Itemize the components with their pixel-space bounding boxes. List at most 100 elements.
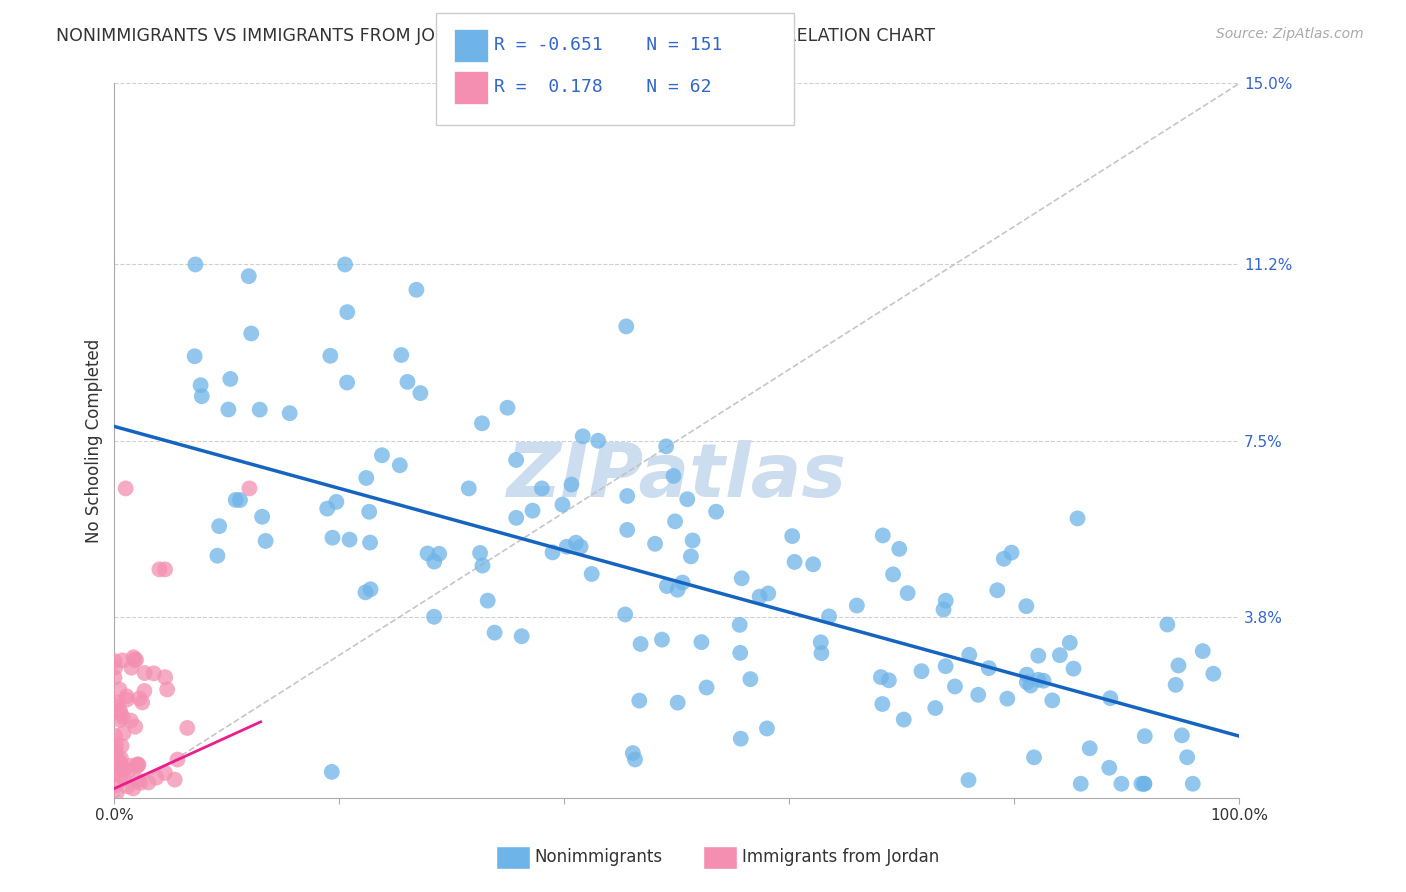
Point bbox=[184, 257, 207, 271]
Point bbox=[1066, 511, 1088, 525]
Point bbox=[129, 776, 152, 790]
Point bbox=[131, 695, 153, 709]
Point bbox=[359, 535, 381, 549]
Point bbox=[396, 375, 419, 389]
Point bbox=[1022, 750, 1045, 764]
Point bbox=[541, 545, 564, 559]
Point bbox=[1026, 648, 1049, 663]
Point bbox=[664, 514, 686, 528]
Point bbox=[127, 757, 149, 772]
Point bbox=[1130, 777, 1153, 791]
Point bbox=[1175, 750, 1198, 764]
Point bbox=[882, 567, 904, 582]
Point bbox=[238, 269, 260, 284]
Point bbox=[371, 448, 394, 462]
Point bbox=[662, 469, 685, 483]
Point bbox=[1133, 777, 1156, 791]
Point bbox=[671, 575, 693, 590]
Point bbox=[360, 582, 382, 597]
Point bbox=[207, 549, 229, 563]
Point bbox=[153, 562, 176, 576]
Point bbox=[748, 590, 770, 604]
Point bbox=[104, 758, 127, 772]
Point bbox=[818, 609, 841, 624]
Point bbox=[728, 617, 751, 632]
Point bbox=[1028, 673, 1050, 687]
Point bbox=[112, 762, 135, 776]
Point bbox=[118, 764, 141, 778]
Point bbox=[551, 498, 574, 512]
Point bbox=[325, 495, 347, 509]
Point bbox=[238, 482, 260, 496]
Point bbox=[993, 551, 1015, 566]
Point bbox=[986, 583, 1008, 598]
Point bbox=[153, 670, 176, 684]
Point bbox=[783, 555, 806, 569]
Point bbox=[666, 582, 689, 597]
Point bbox=[1191, 644, 1213, 658]
Point bbox=[872, 697, 894, 711]
Point bbox=[254, 533, 277, 548]
Point bbox=[943, 680, 966, 694]
Text: Immigrants from Jordan: Immigrants from Jordan bbox=[742, 848, 939, 866]
Point bbox=[1040, 693, 1063, 707]
Point bbox=[1202, 666, 1225, 681]
Point bbox=[127, 773, 149, 788]
Point bbox=[935, 659, 957, 673]
Point bbox=[1133, 777, 1156, 791]
Point bbox=[1181, 777, 1204, 791]
Point bbox=[740, 672, 762, 686]
Point bbox=[142, 666, 165, 681]
Point bbox=[845, 599, 868, 613]
Point bbox=[423, 609, 446, 624]
Point bbox=[484, 625, 506, 640]
Point bbox=[108, 759, 131, 773]
Point bbox=[134, 684, 156, 698]
Point bbox=[731, 571, 754, 585]
Point bbox=[1099, 691, 1122, 706]
Point bbox=[409, 386, 432, 401]
Point bbox=[225, 492, 247, 507]
Point bbox=[655, 439, 678, 453]
Point bbox=[249, 402, 271, 417]
Point bbox=[354, 585, 377, 599]
Point bbox=[104, 742, 127, 756]
Point bbox=[108, 713, 131, 727]
Point bbox=[115, 690, 138, 704]
Point bbox=[468, 546, 491, 560]
Point bbox=[388, 458, 411, 473]
Point bbox=[104, 729, 127, 743]
Point bbox=[166, 753, 188, 767]
Point bbox=[1098, 761, 1121, 775]
Point bbox=[128, 691, 150, 706]
Point bbox=[995, 691, 1018, 706]
Point bbox=[112, 726, 135, 740]
Point bbox=[1167, 658, 1189, 673]
Point bbox=[555, 540, 578, 554]
Point bbox=[560, 477, 582, 491]
Point bbox=[321, 764, 343, 779]
Point bbox=[110, 769, 132, 783]
Point bbox=[122, 650, 145, 665]
Point bbox=[1015, 667, 1038, 681]
Point bbox=[801, 558, 824, 572]
Point bbox=[219, 372, 242, 386]
Point bbox=[877, 673, 900, 688]
Point bbox=[229, 493, 252, 508]
Point bbox=[105, 786, 128, 800]
Point bbox=[423, 555, 446, 569]
Point bbox=[581, 566, 603, 581]
Point bbox=[530, 482, 553, 496]
Point bbox=[405, 283, 427, 297]
Point bbox=[457, 482, 479, 496]
Point bbox=[810, 635, 832, 649]
Text: R =  0.178    N = 62: R = 0.178 N = 62 bbox=[494, 78, 711, 96]
Point bbox=[145, 771, 167, 785]
Point bbox=[666, 696, 689, 710]
Point bbox=[316, 501, 339, 516]
Point bbox=[630, 637, 652, 651]
Point bbox=[621, 746, 644, 760]
Point bbox=[471, 417, 494, 431]
Point bbox=[103, 698, 125, 713]
Point bbox=[120, 661, 142, 675]
